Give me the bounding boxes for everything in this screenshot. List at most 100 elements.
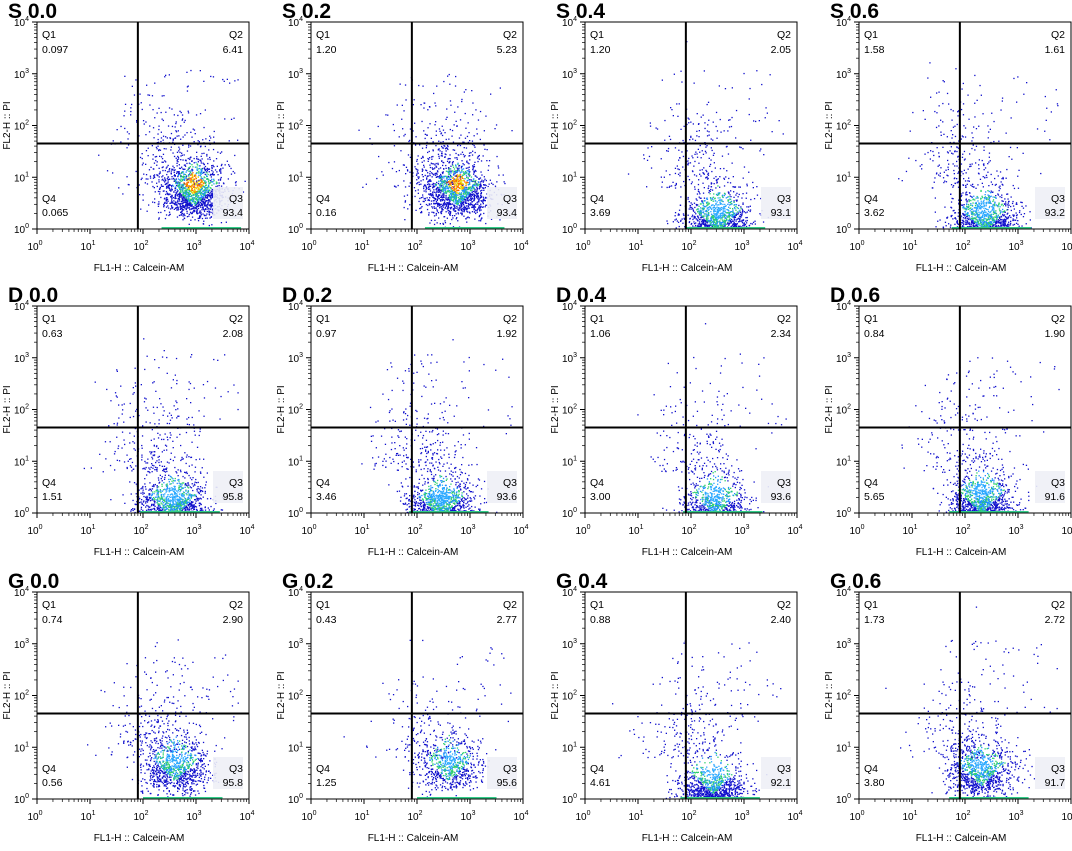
event-point [198, 196, 200, 199]
event-point [429, 106, 431, 108]
event-point [467, 170, 470, 172]
event-point [164, 183, 166, 186]
event-point [442, 185, 444, 187]
event-point [433, 168, 435, 170]
event-point [228, 140, 230, 142]
event-point [677, 221, 680, 223]
event-point [457, 162, 459, 164]
event-point [473, 208, 475, 210]
event-point [174, 179, 176, 181]
event-point [198, 192, 200, 195]
event-point [442, 204, 445, 206]
event-point [490, 218, 493, 220]
event-point [712, 198, 714, 201]
event-point [152, 109, 154, 111]
event-point [171, 206, 173, 208]
event-point [459, 172, 461, 174]
event-point [447, 190, 449, 192]
event-point [456, 184, 458, 186]
event-point [714, 198, 716, 200]
event-point [468, 207, 470, 209]
event-point [171, 186, 173, 188]
event-point [707, 212, 710, 214]
event-point [192, 183, 194, 186]
event-point [184, 168, 186, 170]
event-point [161, 95, 163, 97]
event-point [702, 182, 704, 184]
event-point [471, 185, 474, 188]
event-point [728, 126, 731, 128]
event-point [174, 126, 176, 128]
event-point [228, 164, 230, 166]
event-point [674, 212, 677, 214]
event-point [442, 171, 444, 173]
event-point [477, 192, 479, 194]
event-point [467, 194, 469, 196]
event-point [731, 116, 733, 119]
event-point [715, 207, 717, 209]
quadrant-value: 0.065 [42, 207, 68, 219]
event-point [192, 208, 194, 210]
event-point [173, 191, 175, 193]
event-point [720, 223, 723, 225]
event-point [719, 207, 722, 209]
event-point [753, 198, 756, 200]
event-point [393, 161, 396, 163]
event-point [203, 204, 206, 206]
event-point [146, 84, 148, 86]
event-point [499, 87, 501, 89]
event-point [442, 141, 444, 143]
event-point [415, 174, 418, 176]
event-point [698, 136, 700, 138]
event-point [178, 171, 180, 173]
event-point [743, 72, 745, 75]
event-point [165, 148, 167, 150]
event-point [414, 122, 416, 124]
event-point [438, 128, 441, 130]
event-point [201, 205, 203, 207]
event-point [192, 128, 194, 130]
event-point [179, 206, 181, 208]
event-point [202, 162, 204, 164]
event-point [461, 151, 464, 153]
event-point [169, 189, 171, 191]
event-point [393, 129, 395, 132]
event-point [196, 166, 198, 168]
event-point [722, 220, 725, 222]
event-point [718, 225, 720, 227]
event-point [480, 190, 482, 192]
event-point [182, 204, 184, 207]
event-point [744, 223, 746, 225]
event-point [462, 189, 465, 191]
event-point [710, 186, 712, 188]
event-point [703, 197, 706, 199]
event-point [176, 191, 178, 193]
event-point [200, 190, 202, 192]
event-point [660, 158, 662, 160]
event-point [197, 202, 200, 204]
event-point [446, 217, 448, 219]
event-point [436, 181, 438, 184]
event-point [403, 110, 405, 112]
event-point [452, 166, 455, 168]
event-point [139, 194, 141, 196]
event-point [703, 167, 705, 169]
event-point [451, 218, 453, 221]
event-point [463, 172, 465, 175]
event-point [180, 125, 182, 127]
event-point [200, 214, 202, 216]
event-point [200, 145, 202, 147]
event-point [465, 193, 467, 196]
event-point [460, 212, 462, 214]
event-point [466, 187, 468, 189]
event-point [655, 127, 657, 129]
event-point [140, 178, 142, 181]
event-point [717, 219, 719, 221]
event-point [182, 168, 184, 170]
event-point [706, 217, 708, 219]
event-point [165, 190, 168, 193]
event-point [187, 185, 190, 187]
event-point [209, 135, 211, 137]
event-point [199, 210, 201, 212]
event-point [169, 188, 171, 190]
